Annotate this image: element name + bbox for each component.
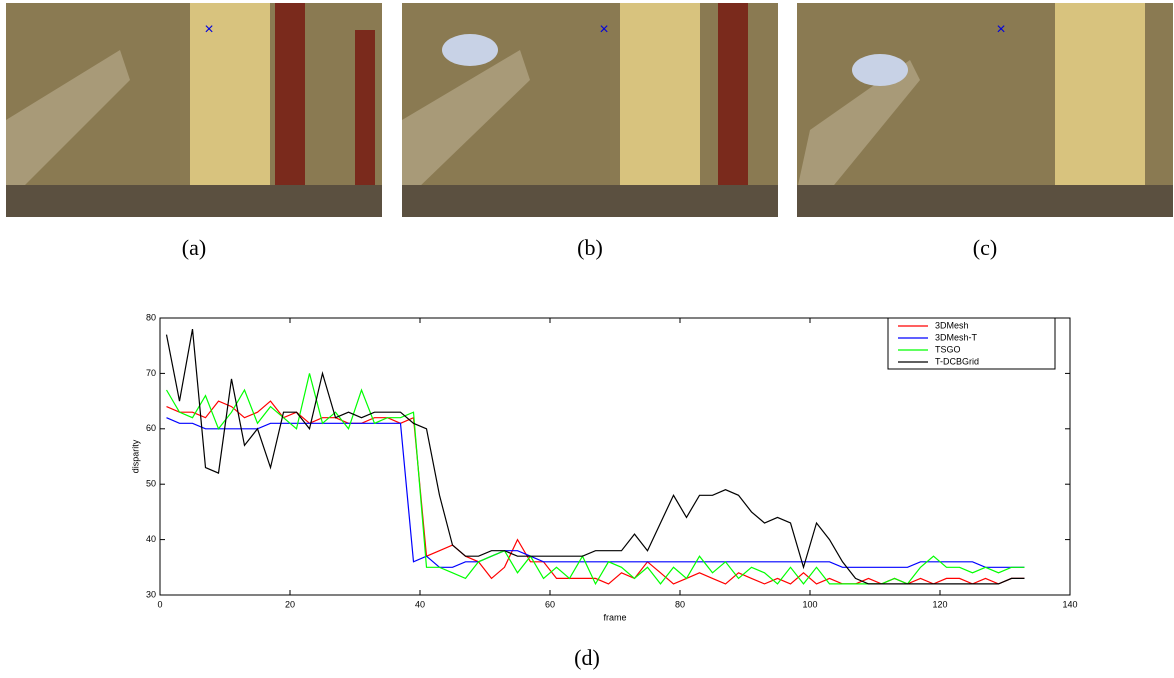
legend-box xyxy=(887,317,1056,370)
legend-label: 3DMesh-T xyxy=(935,332,978,342)
x-tick-label: 80 xyxy=(675,599,685,609)
caption: (d) xyxy=(574,645,600,670)
chart: 0 20 40 60 80 100 120 140 30 40 50 60 70 80 frame dispa… xyxy=(130,312,1077,622)
x-tick-label: 0 xyxy=(157,599,162,609)
series-line xyxy=(166,417,1025,568)
caption: (c) xyxy=(973,235,997,260)
x-tick-label: 40 xyxy=(415,599,425,609)
legend-label: TSGO xyxy=(935,344,961,354)
svg-text:×: × xyxy=(996,21,1005,38)
photo-b: × xyxy=(402,3,778,217)
y-tick-label: 50 xyxy=(146,479,156,489)
svg-text:×: × xyxy=(204,21,213,38)
y-tick-label: 70 xyxy=(146,368,156,378)
y-tick-label: 80 xyxy=(146,312,156,322)
x-tick-label: 120 xyxy=(932,599,947,609)
series-line xyxy=(166,400,1025,585)
y-axis-label: disparity xyxy=(130,439,140,473)
caption: (a) xyxy=(182,235,206,260)
y-tick-label: 30 xyxy=(146,589,156,599)
legend-label: T-DCBGrid xyxy=(935,356,979,366)
x-tick-label: 140 xyxy=(1062,599,1077,609)
photo-c: × xyxy=(797,3,1173,217)
caption: (b) xyxy=(577,235,603,260)
x-axis-label: frame xyxy=(603,612,626,622)
x-tick-label: 60 xyxy=(545,599,555,609)
y-tick-label: 60 xyxy=(146,423,156,433)
y-tick-label: 40 xyxy=(146,534,156,544)
legend-label: 3DMesh xyxy=(935,320,969,330)
svg-text:×: × xyxy=(599,21,608,38)
x-tick-label: 100 xyxy=(802,599,817,609)
x-tick-label: 20 xyxy=(285,599,295,609)
plot-frame xyxy=(159,317,1071,596)
series-line xyxy=(165,373,1025,586)
series-line xyxy=(165,328,1025,585)
photo-a: × xyxy=(6,3,382,217)
